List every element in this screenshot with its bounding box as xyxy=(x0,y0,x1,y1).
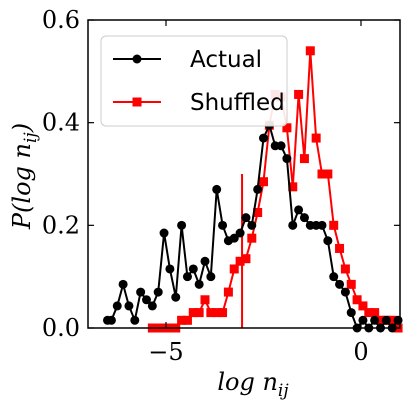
x-axis-label-subscript: ij xyxy=(278,381,289,401)
series-actual xyxy=(103,120,403,333)
series-shuffled-point xyxy=(288,182,298,192)
series-actual-point xyxy=(329,272,339,282)
series-shuffled-point xyxy=(346,279,356,289)
series-layer xyxy=(103,46,403,333)
series-shuffled-point xyxy=(282,123,292,133)
series-shuffled-point xyxy=(212,308,222,318)
series-actual-point xyxy=(294,205,304,215)
ticks-layer: −5 0 0.0 0.2 0.4 0.6 xyxy=(42,6,400,366)
series-shuffled-point xyxy=(329,220,339,230)
series-shuffled-point xyxy=(235,256,245,266)
series-actual-point xyxy=(136,287,146,297)
series-actual-point xyxy=(118,279,128,289)
series-shuffled-point xyxy=(340,264,350,274)
series-shuffled-point xyxy=(305,46,315,56)
series-shuffled-point xyxy=(188,308,198,318)
series-shuffled-point xyxy=(352,295,362,305)
series-actual-point xyxy=(323,236,333,246)
series-actual-point xyxy=(130,315,140,325)
series-actual-point xyxy=(171,292,181,302)
series-shuffled-point xyxy=(299,154,309,164)
series-actual-point xyxy=(288,220,298,230)
series-actual-point xyxy=(177,220,187,230)
series-shuffled-point xyxy=(376,315,385,325)
x-axis-label: log nij xyxy=(217,368,289,401)
series-shuffled-point xyxy=(259,177,268,187)
series-actual-point xyxy=(241,213,251,223)
series-shuffled-point xyxy=(317,169,327,179)
series-actual-point xyxy=(340,287,350,297)
series-actual-point xyxy=(194,279,204,289)
series-actual-point xyxy=(370,315,380,325)
series-shuffled-point xyxy=(387,315,397,325)
series-actual-point xyxy=(212,184,222,194)
series-actual-point xyxy=(235,228,245,238)
series-shuffled-point xyxy=(358,301,368,311)
series-shuffled-point xyxy=(182,315,192,325)
series-actual-point xyxy=(147,301,157,311)
series-shuffled-point xyxy=(177,315,187,325)
series-actual-point xyxy=(259,133,268,143)
series-actual-point xyxy=(112,301,122,311)
series-shuffled xyxy=(147,46,403,333)
series-shuffled-point xyxy=(247,233,257,243)
plot-frame xyxy=(87,19,401,329)
legend-shuffled-marker xyxy=(132,97,142,107)
series-shuffled-point xyxy=(206,308,216,318)
y-tick-label: 0.6 xyxy=(42,6,80,34)
series-shuffled-point xyxy=(223,287,233,297)
series-shuffled-point xyxy=(200,295,210,305)
series-shuffled-point xyxy=(253,208,263,217)
series-shuffled-point xyxy=(241,254,251,264)
series-shuffled-point xyxy=(194,308,204,318)
series-actual-point xyxy=(247,220,257,230)
series-actual-point xyxy=(317,220,327,230)
y-tick-label: 0.2 xyxy=(42,211,80,239)
series-actual-point xyxy=(106,315,116,325)
series-actual-point xyxy=(159,228,169,238)
series-actual-point xyxy=(188,264,198,274)
y-axis-label-close: ) xyxy=(8,123,36,133)
series-actual-point xyxy=(346,308,356,318)
series-shuffled-point xyxy=(323,169,333,179)
series-actual-point xyxy=(253,184,263,194)
series-actual-point xyxy=(124,301,134,311)
series-shuffled-point xyxy=(335,243,345,253)
series-actual-point xyxy=(182,272,192,282)
series-actual-point xyxy=(218,220,228,230)
series-actual-point xyxy=(393,315,403,325)
series-actual-point xyxy=(381,315,391,325)
x-tick-label: 0 xyxy=(353,338,368,366)
y-tick-label: 0.0 xyxy=(42,314,80,342)
legend-actual-label: Actual xyxy=(190,47,262,73)
y-axis-label-subscript: ij xyxy=(21,132,41,143)
series-actual-point xyxy=(200,256,210,266)
series-actual-point xyxy=(206,272,216,282)
series-actual-point xyxy=(358,315,368,325)
y-axis-label: P(log nij) xyxy=(8,123,41,230)
series-actual-point xyxy=(282,154,292,164)
series-actual-point xyxy=(299,213,309,223)
series-actual-point xyxy=(153,287,163,297)
series-shuffled-point xyxy=(364,308,374,318)
y-tick-label: 0.4 xyxy=(42,109,80,137)
series-shuffled-point xyxy=(311,133,321,143)
series-actual-point xyxy=(142,295,151,305)
series-shuffled-point xyxy=(294,89,304,99)
series-actual-point xyxy=(276,141,286,151)
series-shuffled-point xyxy=(229,264,239,274)
legend-shuffled-label: Shuffled xyxy=(190,90,285,116)
legend-actual-marker xyxy=(132,54,142,64)
legend: Actual Shuffled xyxy=(100,35,288,127)
x-tick-label: −5 xyxy=(148,338,183,366)
series-shuffled-point xyxy=(218,308,228,318)
series-actual-point xyxy=(165,264,175,274)
series-actual-point xyxy=(335,279,345,289)
series-shuffled-point xyxy=(370,308,380,318)
series-actual-point xyxy=(229,233,239,243)
